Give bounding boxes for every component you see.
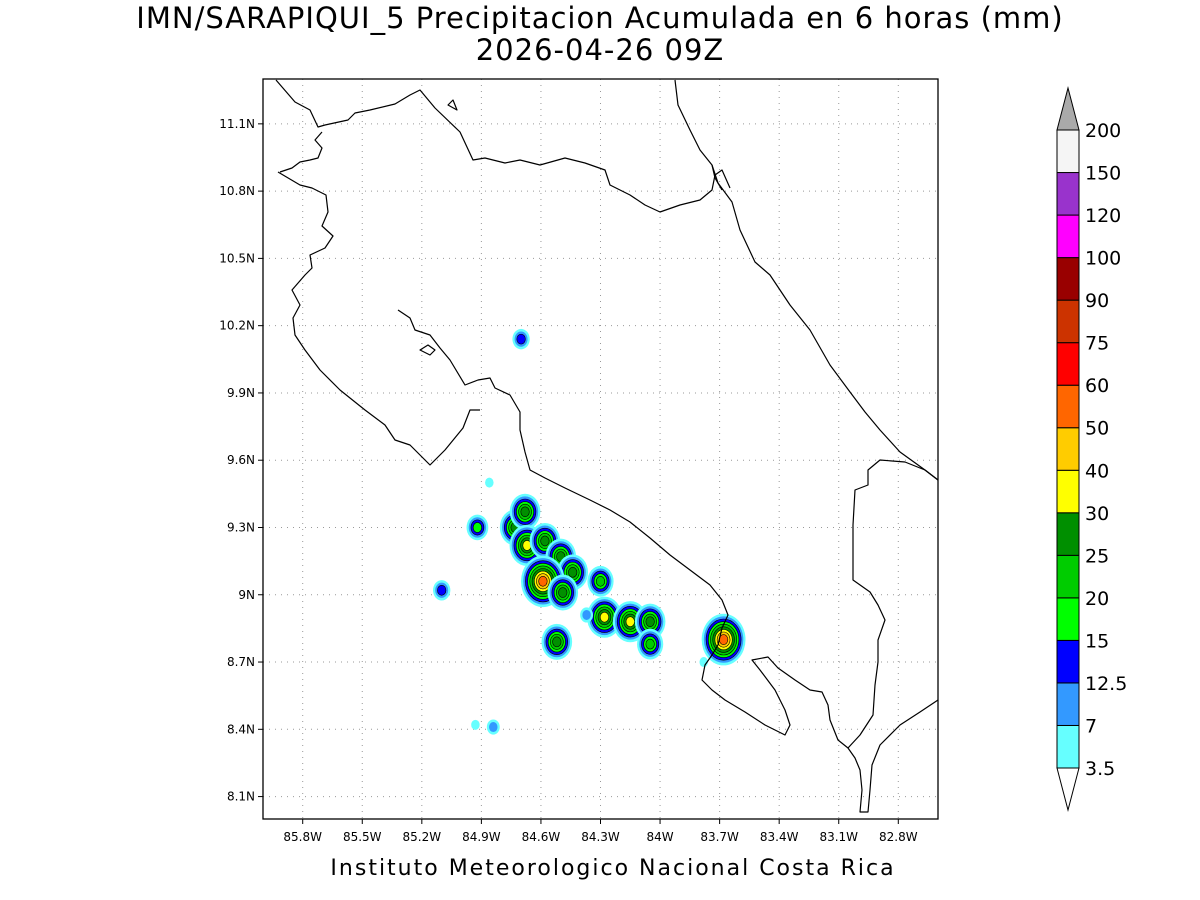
legend-label: 25 (1085, 545, 1109, 567)
precip-contour (520, 506, 530, 518)
precip-contour (516, 333, 526, 345)
lon-tick-label: 84.3W (581, 830, 620, 844)
legend-label: 150 (1085, 163, 1121, 185)
footer-credit: Instituto Meteorologico Nacional Costa R… (330, 856, 896, 881)
legend-color-box (1056, 342, 1080, 386)
precip-cell (547, 574, 579, 611)
precip-cell (637, 628, 664, 660)
map-axes: 85.8W 85.5W 85.2W 84.9W 84.6W 84.3W 84W 83.7W 83… (219, 117, 917, 844)
legend-label: 3.5 (1085, 758, 1115, 780)
legend-color-box (1056, 214, 1080, 259)
legend-color-box (1056, 554, 1080, 599)
precip-contour (599, 611, 610, 623)
precip-cell (486, 719, 500, 735)
legend-label: 15 (1085, 630, 1109, 652)
lon-tick-label: 85.5W (343, 830, 382, 844)
lat-tick-label: 10.2N (219, 319, 255, 333)
legend-color-box (1056, 512, 1080, 556)
precip-cell (701, 613, 746, 666)
legend-label: 20 (1085, 588, 1109, 610)
precip-cell (433, 580, 451, 601)
legend-color-box (1056, 299, 1080, 344)
legend-color-box (1056, 469, 1080, 514)
precip-cell (587, 565, 614, 597)
precip-contour (485, 477, 494, 488)
lat-tick-label: 8.1N (227, 790, 255, 804)
legend-label: 40 (1085, 460, 1109, 482)
legend-color-box (1056, 682, 1080, 726)
legend-high-arrow (1056, 86, 1080, 131)
legend-low-arrow (1056, 767, 1080, 812)
precip-contour (645, 638, 655, 650)
map-frame (262, 78, 939, 820)
legend-label: 12.5 (1085, 673, 1127, 695)
legend-color-box (1056, 639, 1080, 684)
lon-tick-label: 85.2W (403, 830, 442, 844)
lon-tick-label: 84.6W (522, 830, 561, 844)
lon-tick-label: 84.9W (462, 830, 501, 844)
lat-tick-label: 10.8N (219, 184, 255, 198)
legend-label: 60 (1085, 375, 1109, 397)
precipitation-field (433, 328, 746, 735)
precip-contour (645, 616, 655, 627)
precip-cell (485, 477, 494, 488)
lon-tick-label: 83.4W (760, 830, 799, 844)
legend-label: 30 (1085, 503, 1109, 525)
precip-contour (558, 587, 568, 598)
precip-contour (538, 576, 548, 587)
legend-color-box (1056, 384, 1080, 429)
lon-tick-label: 85.8W (283, 830, 322, 844)
precip-contour (489, 722, 498, 733)
precip-contour (471, 719, 480, 730)
precip-cell (466, 514, 489, 541)
color-legend: 3.5 7 12.5 15 20 25 30 40 50 60 75 90 100 120 150 200 (1056, 86, 1127, 812)
precip-cell (512, 328, 530, 350)
legend-label: 100 (1085, 248, 1121, 270)
map-title: IMN/SARAPIQUI_5 Precipitacion Acumulada … (136, 1, 1064, 35)
legend-label: 75 (1085, 333, 1109, 355)
precip-cell (586, 596, 622, 638)
precip-contour (625, 616, 635, 627)
legend-color-box (1056, 427, 1080, 471)
lon-tick-label: 83.1W (819, 830, 858, 844)
legend-color-box (1056, 597, 1080, 641)
legend-color-box (1056, 172, 1080, 216)
legend-label: 7 (1085, 715, 1097, 737)
precip-contour (472, 522, 482, 533)
precip-cell (541, 623, 573, 660)
lat-tick-label: 11.1N (219, 117, 255, 131)
lat-tick-label: 9.9N (227, 386, 255, 400)
precip-contour (540, 535, 550, 547)
precip-contour (582, 609, 591, 620)
precip-contour (595, 576, 606, 587)
legend-color-box (1056, 724, 1080, 769)
lat-tick-label: 9N (238, 588, 255, 602)
lat-tick-label: 10.5N (219, 251, 255, 265)
legend-color-box (1056, 129, 1080, 174)
precip-contour (552, 636, 562, 648)
precip-cell (509, 493, 541, 530)
lat-tick-label: 9.3N (227, 520, 255, 534)
precip-cell (634, 603, 666, 640)
legend-label: 120 (1085, 205, 1121, 227)
precip-contour (568, 567, 578, 578)
precip-cell (471, 719, 480, 730)
lon-tick-label: 83.7W (700, 830, 739, 844)
lon-tick-label: 82.8W (879, 830, 918, 844)
legend-color-box (1056, 257, 1080, 301)
lat-tick-label: 8.4N (227, 722, 255, 736)
coastline-borders (275, 79, 939, 813)
legend-label: 50 (1085, 418, 1109, 440)
legend-label: 200 (1085, 120, 1121, 142)
precip-contour (437, 584, 447, 596)
map-subtitle: 2026-04-26 09Z (475, 33, 725, 67)
precip-cell (580, 607, 594, 623)
legend-label: 90 (1085, 290, 1109, 312)
lon-tick-label: 84W (646, 830, 673, 844)
map-gridlines (263, 79, 938, 819)
lat-tick-label: 8.7N (227, 655, 255, 669)
lat-tick-label: 9.6N (227, 453, 255, 467)
